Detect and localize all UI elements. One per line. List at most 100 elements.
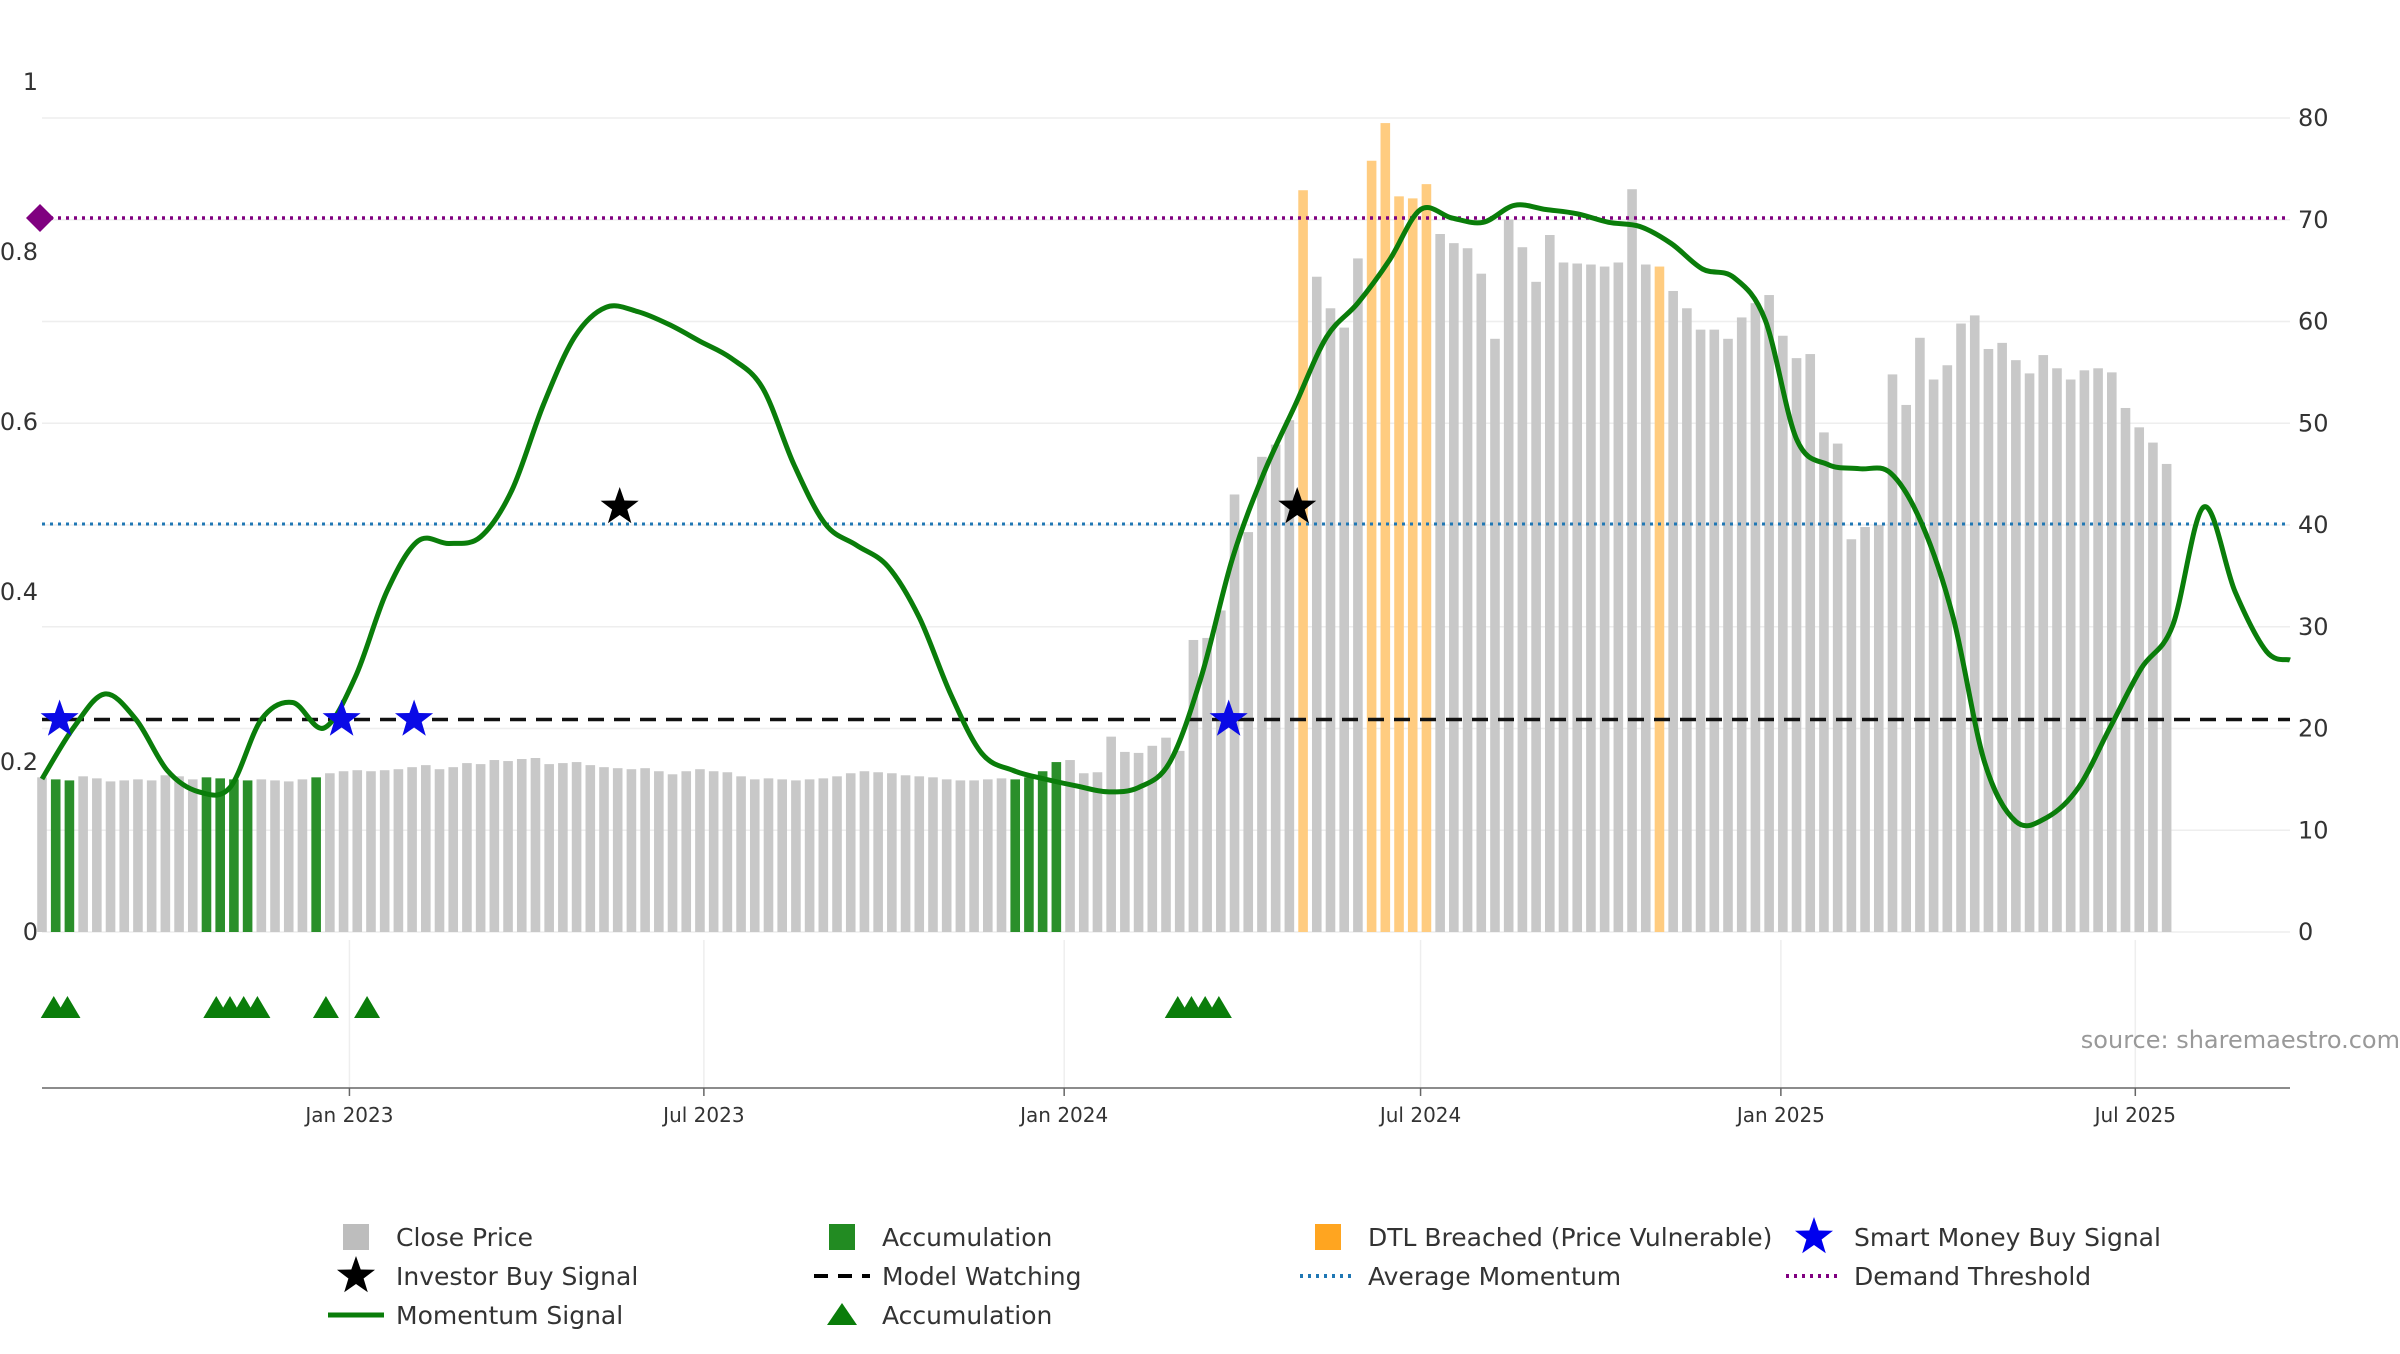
smart-money-buy-star (395, 699, 434, 736)
legend-item: Smart Money Buy Signal (1795, 1217, 2161, 1254)
close-price-bar (1695, 329, 1706, 932)
close-price-bar (270, 780, 280, 932)
close-price-bar (1627, 189, 1637, 933)
close-price-bar (2038, 355, 2049, 932)
close-price-bar (1709, 329, 1720, 932)
close-price-bar (1887, 374, 1898, 932)
close-price-bar (2107, 372, 2117, 932)
close-price-bar (969, 780, 979, 932)
close-price-bar (749, 779, 760, 932)
signal-markers (26, 204, 1317, 1018)
close-price-bar (571, 762, 582, 932)
close-price-bar (1449, 243, 1459, 933)
close-price-bar (1120, 751, 1130, 932)
close-price-bar (1133, 752, 1144, 932)
close-price-bar (1860, 527, 1870, 932)
close-price-bar (654, 771, 664, 932)
close-price-bar (516, 759, 527, 932)
close-price-bar (37, 777, 47, 932)
close-price-bar (2120, 407, 2131, 932)
close-price-bar (489, 760, 500, 932)
close-price-bar (1353, 258, 1363, 932)
close-price-bar (1778, 335, 1788, 932)
close-price-bar (2052, 368, 2062, 932)
x-tick-label: Jul 2023 (661, 1103, 744, 1127)
close-price-bar (1586, 264, 1596, 932)
close-price-bar (955, 780, 966, 932)
dtl-breached-bar (1407, 198, 1418, 932)
legend-swatch (829, 1224, 855, 1250)
close-price-bar (777, 779, 787, 932)
reference-lines (42, 216, 2290, 722)
accumulation-triangle (54, 996, 81, 1018)
close-price-bar (187, 779, 198, 932)
legend-item: Average Momentum (1300, 1262, 1621, 1291)
close-price-bar (626, 769, 637, 932)
left-axis-tick: 0.6 (0, 408, 38, 436)
legend-item: Momentum Signal (328, 1301, 623, 1330)
close-price-bar (325, 773, 335, 932)
close-price-bar (599, 767, 609, 932)
close-price-bar (900, 775, 911, 932)
x-tick-label: Jul 2024 (1378, 1103, 1461, 1127)
dtl-breached-bar (1298, 190, 1308, 932)
close-price-bar (681, 771, 692, 932)
close-price-bar (338, 771, 349, 932)
close-price-bar (1558, 262, 1569, 932)
legend-item: Demand Threshold (1786, 1262, 2091, 1291)
gridlines (42, 117, 2290, 1088)
close-price-bar (2093, 368, 2103, 932)
close-price-bar (1531, 281, 1541, 932)
accumulation-triangle (354, 996, 381, 1018)
dtl-breached-bar (1654, 266, 1665, 932)
close-price-bar (736, 776, 746, 932)
legend-label: Close Price (396, 1223, 533, 1252)
left-axis-tick: 1 (23, 68, 38, 96)
close-price-bar (914, 776, 925, 932)
investor-buy-star (1278, 487, 1317, 524)
right-axis-tick: 10 (2298, 816, 2329, 844)
x-tick-label: Jan 2025 (1735, 1103, 1825, 1127)
right-axis-tick: 60 (2298, 308, 2329, 336)
accumulation-bar (229, 779, 239, 932)
close-price-bar (297, 779, 308, 932)
legend-swatch (1315, 1224, 1341, 1250)
smart-money-buy-star (322, 699, 361, 736)
close-price-bar (612, 768, 623, 932)
close-price-bar (1928, 379, 1939, 932)
close-price-bar (1311, 276, 1322, 933)
close-price-bar (2079, 370, 2090, 933)
legend: Close Price Accumulation DTL Breached (Pri… (328, 1217, 2161, 1330)
close-price-bar (1805, 354, 1816, 932)
close-price-bar (462, 763, 472, 932)
close-price-bar (174, 776, 184, 932)
close-price-bar (1435, 233, 1445, 932)
close-price-bar (791, 780, 801, 932)
accumulation-triangle (244, 996, 271, 1018)
close-price-bar (1736, 317, 1747, 932)
close-price-bar (256, 779, 267, 932)
legend-item: Model Watching (814, 1262, 1082, 1291)
close-price-bar (722, 772, 733, 932)
close-price-bar (1503, 219, 1514, 932)
close-price-bar (2065, 379, 2076, 932)
close-price-bar (1682, 308, 1692, 933)
x-tick-label: Jul 2025 (2093, 1103, 2176, 1127)
close-price-bar (558, 763, 568, 932)
close-price-bar (667, 774, 678, 932)
close-price-bar (1723, 338, 1733, 932)
axes: 0 10 20 30 40 50 60 70 80 0 0.2 0.4 0.6 0.8 1 Jan 2023 J… (0, 68, 2329, 1127)
close-price-bar (1942, 365, 1953, 932)
accumulation-bar (311, 777, 321, 932)
close-price-bar (832, 776, 842, 932)
close-price-bar (92, 778, 102, 932)
close-price-bar (283, 781, 294, 932)
close-price-bar (1819, 432, 1829, 932)
legend-item: Investor Buy Signal (337, 1256, 638, 1293)
right-axis-tick: 0 (2298, 918, 2313, 946)
dtl-breached-bar (1380, 123, 1391, 932)
close-price-bar (640, 768, 650, 932)
accumulation-triangle (312, 996, 339, 1018)
close-price-bar (1147, 745, 1158, 932)
